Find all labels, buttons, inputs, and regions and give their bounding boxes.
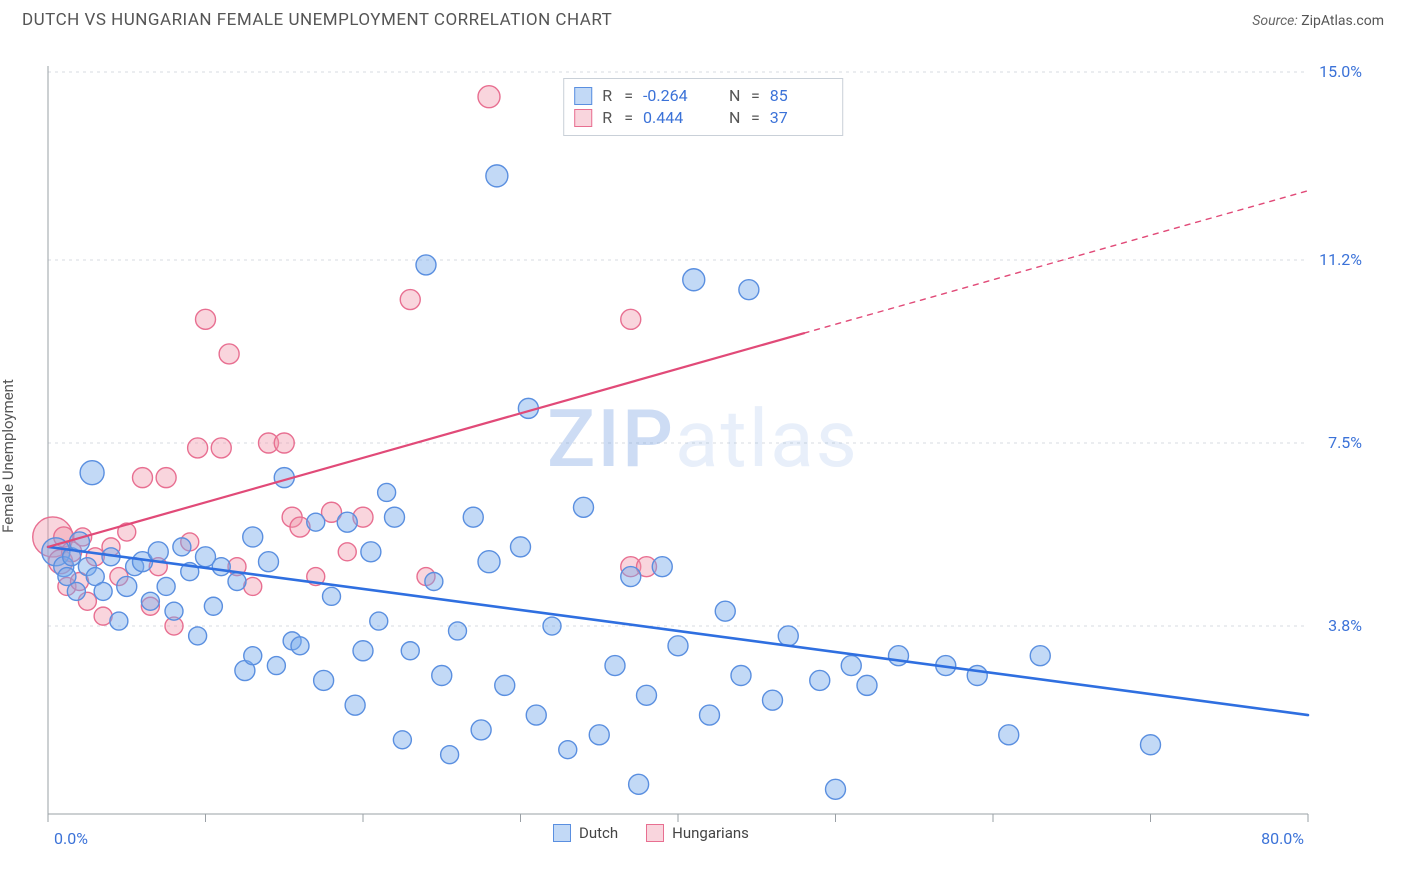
svg-text:11.2%: 11.2% xyxy=(1319,250,1362,269)
legend-label: Hungarians xyxy=(672,824,749,842)
swatch-dutch xyxy=(574,87,592,105)
swatch-hungarian xyxy=(574,109,592,127)
svg-text:15.0%: 15.0% xyxy=(1319,62,1362,81)
correlation-stats-box: R = -0.264 N = 85 R = 0.444 N = 37 xyxy=(563,78,843,136)
svg-text:80.0%: 80.0% xyxy=(1261,829,1304,848)
n-value-dutch: 85 xyxy=(770,85,828,107)
legend-item-dutch: Dutch xyxy=(553,824,618,842)
legend-item-hungarian: Hungarians xyxy=(646,824,749,842)
r-value-hungarian: 0.444 xyxy=(643,107,701,129)
equals: = xyxy=(751,107,760,129)
source-label: Source: xyxy=(1252,13,1297,29)
source-attribution: Source: ZipAtlas.com xyxy=(1252,13,1384,29)
svg-text:7.5%: 7.5% xyxy=(1328,433,1362,452)
stats-row-hungarian: R = 0.444 N = 37 xyxy=(574,107,828,129)
source-value: ZipAtlas.com xyxy=(1301,13,1384,29)
r-label: R xyxy=(602,85,614,107)
r-label: R xyxy=(602,107,614,129)
equals: = xyxy=(624,107,633,129)
n-label: N xyxy=(729,107,741,129)
n-label: N xyxy=(729,85,741,107)
equals: = xyxy=(751,85,760,107)
svg-text:0.0%: 0.0% xyxy=(54,829,88,848)
series-legend: Dutch Hungarians xyxy=(553,824,853,842)
svg-text:3.8%: 3.8% xyxy=(1328,616,1362,635)
chart-title: DUTCH VS HUNGARIAN FEMALE UNEMPLOYMENT C… xyxy=(22,10,612,30)
y-axis-label: Female Unemployment xyxy=(0,379,17,533)
swatch-dutch xyxy=(553,824,571,842)
n-value-hungarian: 37 xyxy=(770,107,828,129)
r-value-dutch: -0.264 xyxy=(643,85,701,107)
stats-row-dutch: R = -0.264 N = 85 xyxy=(574,85,828,107)
legend-label: Dutch xyxy=(579,824,618,842)
correlation-scatter-chart: 3.8% 7.5% 11.2% 15.0% 0.0% 80.0% Dutch Hungaria… xyxy=(0,36,1406,876)
equals: = xyxy=(624,85,633,107)
swatch-hungarian xyxy=(646,824,664,842)
